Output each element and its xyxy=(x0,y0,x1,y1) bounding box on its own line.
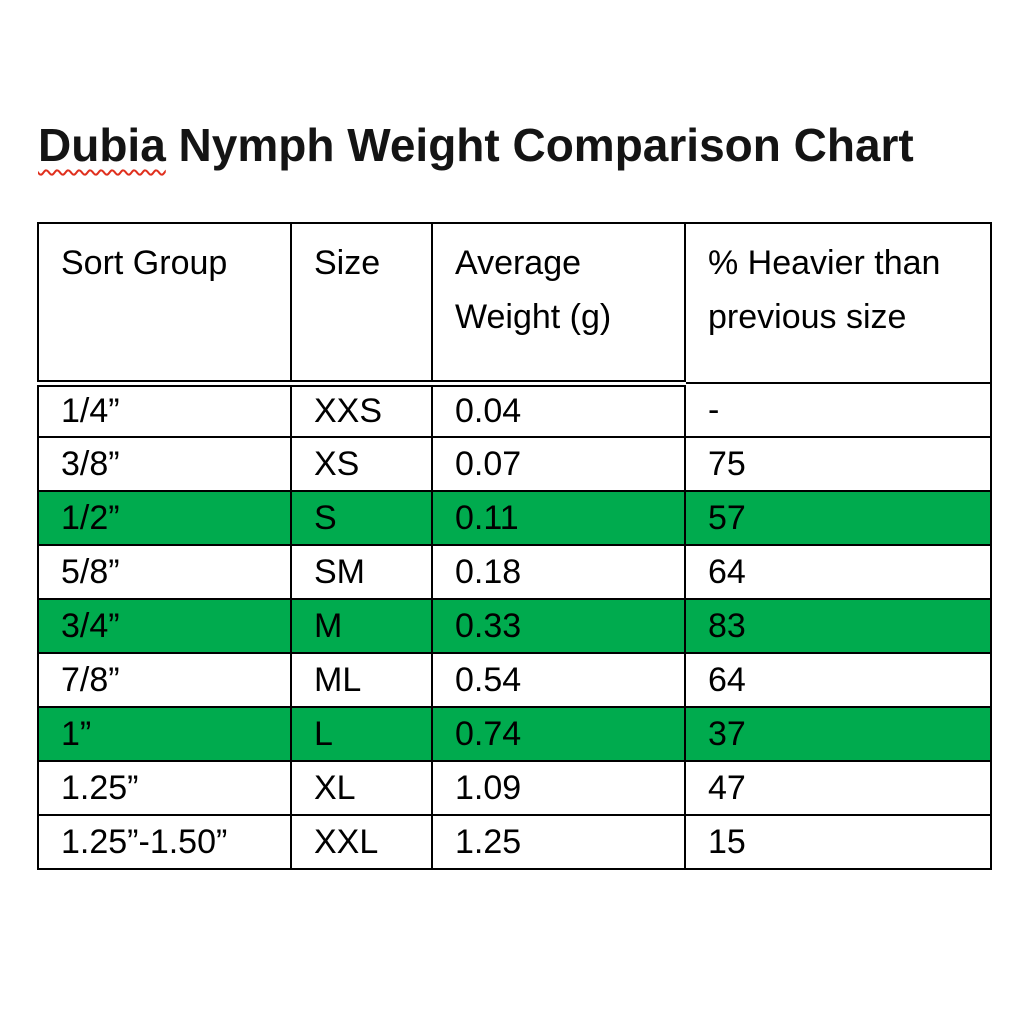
weight-comparison-table: Sort Group Size Average Weight (g) % Hea… xyxy=(37,222,992,870)
cell-size: XL xyxy=(290,760,433,816)
cell-sort-group: 3/4” xyxy=(37,598,292,654)
cell-pct-heavier: - xyxy=(684,382,992,438)
cell-sort-group: 7/8” xyxy=(37,652,292,708)
table-row: 1.25” XL 1.09 47 xyxy=(37,760,992,816)
cell-sort-group: 1.25” xyxy=(37,760,292,816)
cell-avg-weight: 0.18 xyxy=(431,544,686,600)
table-row: 1/4” XXS 0.04 - xyxy=(37,382,992,438)
cell-pct-heavier: 37 xyxy=(684,706,992,762)
table-row-highlighted: 1” L 0.74 37 xyxy=(37,706,992,762)
column-header-size: Size xyxy=(290,222,433,387)
cell-sort-group: 1.25”-1.50” xyxy=(37,814,292,870)
table-row: 7/8” ML 0.54 64 xyxy=(37,652,992,708)
column-header-sort-group: Sort Group xyxy=(37,222,292,387)
cell-pct-heavier: 57 xyxy=(684,490,992,546)
cell-pct-heavier: 47 xyxy=(684,760,992,816)
title-word-dubia-with-spellcheck-squiggle: Dubia xyxy=(38,119,166,171)
cell-size: XXS xyxy=(290,382,433,438)
cell-sort-group: 1” xyxy=(37,706,292,762)
cell-size: ML xyxy=(290,652,433,708)
table-row-highlighted: 3/4” M 0.33 83 xyxy=(37,598,992,654)
cell-pct-heavier: 83 xyxy=(684,598,992,654)
cell-size: L xyxy=(290,706,433,762)
cell-sort-group: 1/2” xyxy=(37,490,292,546)
table-row: 1.25”-1.50” XXL 1.25 15 xyxy=(37,814,992,870)
cell-size: S xyxy=(290,490,433,546)
cell-avg-weight: 0.54 xyxy=(431,652,686,708)
cell-size: XXL xyxy=(290,814,433,870)
cell-avg-weight: 0.07 xyxy=(431,436,686,492)
cell-pct-heavier: 64 xyxy=(684,652,992,708)
cell-size: SM xyxy=(290,544,433,600)
table-row: 3/8” XS 0.07 75 xyxy=(37,436,992,492)
cell-avg-weight: 0.74 xyxy=(431,706,686,762)
cell-pct-heavier: 64 xyxy=(684,544,992,600)
table-row-highlighted: 1/2” S 0.11 57 xyxy=(37,490,992,546)
page-title: Dubia Nymph Weight Comparison Chart xyxy=(38,118,914,172)
cell-sort-group: 1/4” xyxy=(37,382,292,438)
cell-size: M xyxy=(290,598,433,654)
title-rest: Nymph Weight Comparison Chart xyxy=(165,119,914,171)
column-header-pct-heavier: % Heavier than previous size xyxy=(684,222,992,384)
cell-avg-weight: 0.11 xyxy=(431,490,686,546)
cell-avg-weight: 0.33 xyxy=(431,598,686,654)
cell-sort-group: 5/8” xyxy=(37,544,292,600)
cell-sort-group: 3/8” xyxy=(37,436,292,492)
column-header-average-weight: Average Weight (g) xyxy=(431,222,686,387)
table-header-row: Sort Group Size Average Weight (g) % Hea… xyxy=(37,222,992,387)
cell-pct-heavier: 15 xyxy=(684,814,992,870)
cell-size: XS xyxy=(290,436,433,492)
cell-pct-heavier: 75 xyxy=(684,436,992,492)
table-row: 5/8” SM 0.18 64 xyxy=(37,544,992,600)
cell-avg-weight: 1.09 xyxy=(431,760,686,816)
cell-avg-weight: 0.04 xyxy=(431,382,686,438)
cell-avg-weight: 1.25 xyxy=(431,814,686,870)
